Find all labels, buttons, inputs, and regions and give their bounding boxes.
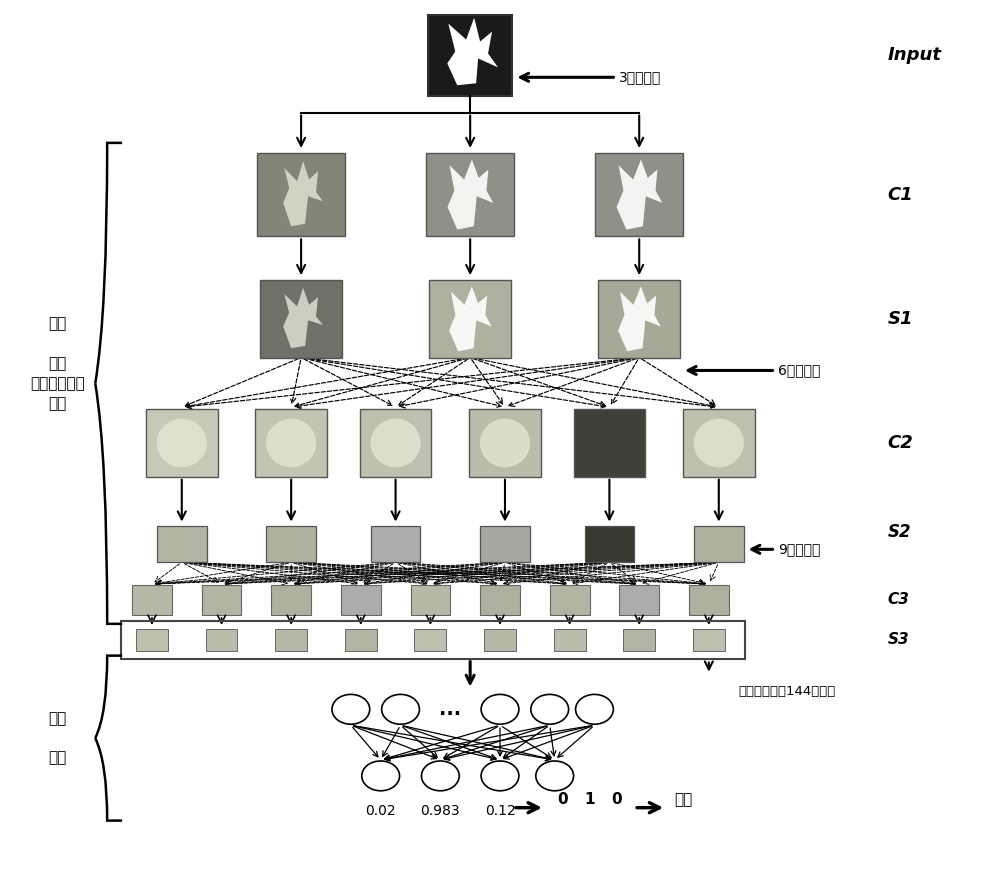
Polygon shape [447, 18, 498, 86]
Text: S2: S2 [888, 524, 911, 541]
Bar [480, 526, 530, 562]
Bar [554, 629, 586, 651]
Bar [689, 585, 729, 615]
Ellipse shape [332, 694, 370, 724]
Text: 特征: 特征 [48, 316, 67, 331]
Bar [371, 526, 420, 562]
Bar [157, 526, 207, 562]
Bar [623, 629, 655, 651]
Text: 3个卷积核: 3个卷积核 [619, 71, 662, 84]
Text: S1: S1 [888, 310, 913, 328]
Bar [136, 629, 168, 651]
Text: 过程: 过程 [48, 396, 67, 411]
Text: C3: C3 [888, 592, 910, 608]
Bar [206, 629, 237, 651]
Text: C1: C1 [888, 185, 914, 204]
Bar [598, 280, 680, 358]
Text: 0.983: 0.983 [421, 804, 460, 818]
Bar [484, 629, 516, 651]
Ellipse shape [481, 694, 519, 724]
Ellipse shape [266, 419, 316, 467]
Ellipse shape [371, 419, 421, 467]
Ellipse shape [576, 694, 613, 724]
Text: 中期: 中期 [674, 792, 692, 807]
Bar [574, 409, 645, 477]
Bar [480, 585, 520, 615]
Text: 6个卷积核: 6个卷积核 [778, 364, 821, 377]
Bar [266, 526, 316, 562]
Polygon shape [448, 160, 493, 230]
Text: 提取: 提取 [48, 356, 67, 371]
Bar [550, 585, 590, 615]
Ellipse shape [531, 694, 569, 724]
Bar [469, 409, 541, 477]
Polygon shape [283, 162, 323, 226]
Bar [260, 280, 342, 358]
Polygon shape [617, 160, 662, 230]
Text: ...: ... [439, 700, 461, 719]
Bar [132, 585, 172, 615]
Bar [360, 409, 431, 477]
Text: 分类: 分类 [48, 711, 67, 726]
Ellipse shape [480, 419, 530, 467]
Bar [275, 629, 307, 651]
Text: 线性排列作为144维特征: 线性排列作为144维特征 [739, 685, 836, 698]
Text: 特征提取过程: 特征提取过程 [30, 376, 85, 391]
Ellipse shape [421, 761, 459, 791]
Bar [255, 409, 327, 477]
Ellipse shape [157, 419, 207, 467]
Text: 0: 0 [611, 792, 622, 807]
Text: S3: S3 [888, 632, 909, 647]
Bar [146, 409, 218, 477]
Polygon shape [618, 286, 661, 351]
Text: 过程: 过程 [48, 751, 67, 766]
Text: 1: 1 [584, 792, 595, 807]
Bar [414, 629, 446, 651]
Text: 9个卷积核: 9个卷积核 [778, 542, 821, 556]
Bar [411, 585, 450, 615]
Bar [585, 526, 634, 562]
Ellipse shape [536, 761, 574, 791]
Bar [426, 153, 514, 237]
Bar [595, 153, 683, 237]
Bar [341, 585, 381, 615]
Ellipse shape [362, 761, 400, 791]
Text: 0.02: 0.02 [365, 804, 396, 818]
Bar [428, 15, 512, 96]
Ellipse shape [382, 694, 419, 724]
Bar [121, 621, 745, 659]
Bar [694, 526, 744, 562]
Bar [257, 153, 345, 237]
Polygon shape [449, 286, 492, 351]
Bar [693, 629, 725, 651]
Polygon shape [283, 288, 323, 348]
Text: Input: Input [888, 47, 942, 64]
Bar [619, 585, 659, 615]
Bar [345, 629, 377, 651]
Ellipse shape [481, 761, 519, 791]
Bar [202, 585, 241, 615]
Bar [429, 280, 511, 358]
Bar [683, 409, 755, 477]
Text: 0: 0 [557, 792, 568, 807]
Bar [271, 585, 311, 615]
Ellipse shape [694, 419, 744, 467]
Text: 0.12: 0.12 [485, 804, 515, 818]
Text: C2: C2 [888, 434, 914, 452]
